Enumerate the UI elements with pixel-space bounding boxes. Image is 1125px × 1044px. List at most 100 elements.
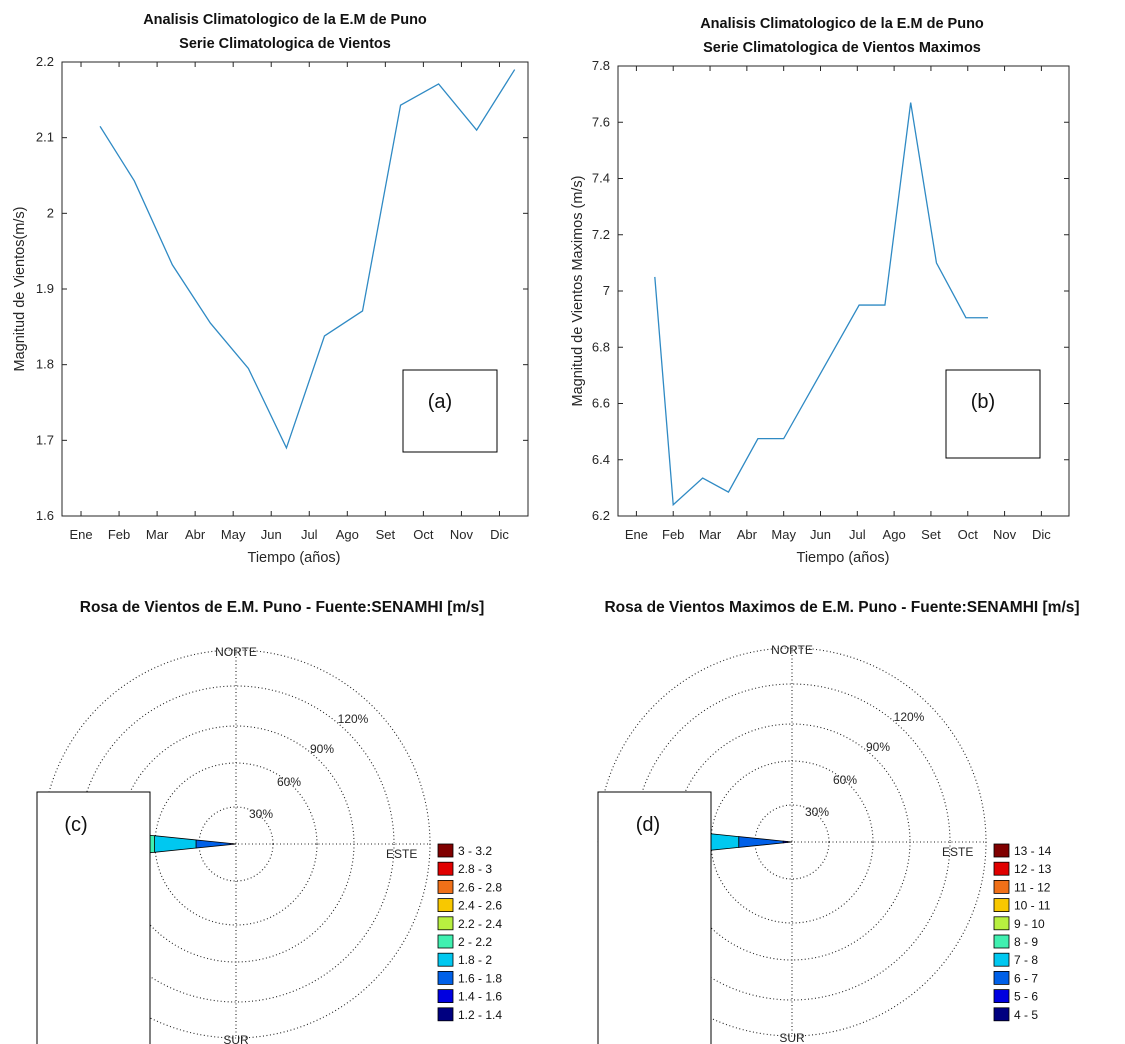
legend-swatch bbox=[993, 880, 1010, 894]
rose-ring-label: 60% bbox=[833, 773, 857, 787]
panel-label-b: (b) bbox=[971, 391, 995, 413]
legend-label: 1.4 - 1.6 bbox=[458, 990, 502, 1004]
legend-swatch bbox=[993, 934, 1010, 949]
rose-dir-south: SUR bbox=[779, 1031, 805, 1044]
legend-swatch bbox=[993, 861, 1010, 876]
y-tick-label: 6.2 bbox=[592, 508, 610, 523]
legend-label: 4 - 5 bbox=[1014, 1008, 1038, 1022]
x-tick-label: Mar bbox=[699, 527, 722, 542]
x-tick-label: Jun bbox=[810, 527, 831, 542]
rose-ring-label: 90% bbox=[310, 742, 334, 756]
rose-ring-label: 30% bbox=[805, 805, 829, 819]
legend-label: 9 - 10 bbox=[1014, 917, 1045, 931]
legend-swatch bbox=[437, 952, 454, 967]
legend-swatch bbox=[437, 1007, 454, 1022]
chart-a-subtitle: Serie Climatologica de Vientos bbox=[179, 36, 391, 52]
legend-label: 2.4 - 2.6 bbox=[458, 899, 502, 913]
rose-petal-segment bbox=[195, 839, 231, 849]
rose-ring-label: 60% bbox=[277, 775, 301, 789]
x-tick-label: May bbox=[221, 527, 246, 542]
legend-swatch bbox=[437, 989, 454, 1003]
legend-swatch bbox=[993, 843, 1010, 858]
panel-label-d: (d) bbox=[636, 814, 660, 836]
legend-label: 1.6 - 1.8 bbox=[458, 971, 502, 985]
legend-swatch bbox=[993, 1007, 1010, 1022]
windrose-c-title: Rosa de Vientos de E.M. Puno - Fuente:SE… bbox=[80, 599, 484, 616]
rose-dir-east: ESTE bbox=[386, 847, 417, 861]
chart-b-subtitle: Serie Climatologica de Vientos Maximos bbox=[703, 40, 981, 56]
x-tick-label: Feb bbox=[108, 527, 130, 542]
legend-swatch bbox=[437, 916, 454, 931]
legend-label: 8 - 9 bbox=[1014, 935, 1038, 949]
y-tick-label: 1.6 bbox=[36, 508, 54, 523]
legend-label: 2 - 2.2 bbox=[458, 935, 492, 949]
chart-b-series-line bbox=[654, 102, 989, 507]
x-tick-label: Abr bbox=[185, 527, 206, 542]
rose-ring bbox=[710, 760, 874, 924]
rose-petal-segment bbox=[782, 840, 788, 844]
rose-ring bbox=[77, 685, 395, 1003]
y-tick-label: 7 bbox=[603, 283, 610, 298]
x-tick-label: Jul bbox=[301, 527, 318, 542]
x-tick-label: Jul bbox=[849, 527, 866, 542]
panel-label-box-a bbox=[402, 369, 498, 453]
legend-swatch bbox=[437, 843, 454, 858]
panel-label-box-d bbox=[597, 791, 712, 1044]
rose-dir-south: SUR bbox=[223, 1033, 249, 1044]
y-tick-label: 2.1 bbox=[36, 130, 54, 145]
chart-b-ylabel: Magnitud de Vientos Maximos (m/s) bbox=[570, 175, 586, 406]
legend-label: 7 - 8 bbox=[1014, 953, 1038, 967]
chart-a: Analisis Climatologico de la E.M de Puno… bbox=[12, 12, 529, 566]
legend-swatch bbox=[993, 952, 1010, 967]
legend-label: 1.2 - 1.4 bbox=[458, 1008, 502, 1022]
legend-swatch bbox=[993, 898, 1010, 912]
y-tick-label: 7.6 bbox=[592, 114, 610, 129]
chart-a-title: Analisis Climatologico de la E.M de Puno bbox=[143, 12, 427, 28]
x-tick-label: Dic bbox=[1032, 527, 1051, 542]
legend-swatch bbox=[993, 989, 1010, 1003]
rose-petal-segment bbox=[738, 836, 784, 848]
rose-ring-label: 90% bbox=[866, 740, 890, 754]
rose-ring-label: 120% bbox=[894, 710, 925, 724]
legend-label: 2.2 - 2.4 bbox=[458, 917, 502, 931]
x-tick-label: Ene bbox=[625, 527, 648, 542]
rose-ring-label: 120% bbox=[338, 712, 369, 726]
legend-swatch bbox=[437, 880, 454, 894]
x-tick-label: Set bbox=[921, 527, 941, 542]
y-tick-label: 1.9 bbox=[36, 281, 54, 296]
rose-petal-segment bbox=[232, 843, 237, 845]
legend-swatch bbox=[993, 971, 1010, 985]
legend-label: 12 - 13 bbox=[1014, 862, 1052, 876]
y-tick-label: 6.4 bbox=[592, 452, 610, 467]
y-tick-label: 2.2 bbox=[36, 54, 54, 69]
x-tick-label: Jun bbox=[261, 527, 282, 542]
chart-b-title: Analisis Climatologico de la E.M de Puno bbox=[700, 16, 984, 32]
windrose-d-title: Rosa de Vientos Maximos de E.M. Puno - F… bbox=[604, 599, 1079, 616]
x-tick-label: Feb bbox=[662, 527, 684, 542]
panel-label-c: (c) bbox=[64, 814, 87, 836]
x-tick-label: Abr bbox=[737, 527, 758, 542]
rose-dir-north: NORTE bbox=[215, 645, 257, 659]
rose-ring bbox=[633, 683, 951, 1001]
x-tick-label: Oct bbox=[958, 527, 979, 542]
rose-dir-north: NORTE bbox=[771, 643, 813, 657]
legend-label: 2.8 - 3 bbox=[458, 862, 492, 876]
x-tick-label: Ago bbox=[883, 527, 906, 542]
legend-label: 5 - 6 bbox=[1014, 990, 1038, 1004]
y-tick-label: 6.6 bbox=[592, 396, 610, 411]
y-tick-label: 7.2 bbox=[592, 227, 610, 242]
legend-label: 11 - 12 bbox=[1014, 880, 1051, 894]
x-tick-label: Nov bbox=[450, 527, 474, 542]
chart-a-series-line bbox=[99, 69, 516, 450]
x-tick-label: Mar bbox=[146, 527, 169, 542]
rose-dir-east: ESTE bbox=[942, 845, 973, 859]
legend-label: 13 - 14 bbox=[1014, 844, 1052, 858]
rose-ring bbox=[154, 762, 318, 926]
y-tick-label: 7.8 bbox=[592, 58, 610, 73]
x-tick-label: Ago bbox=[336, 527, 359, 542]
rose-petal-segment bbox=[229, 842, 234, 846]
legend-swatch bbox=[437, 898, 454, 912]
chart-a-xlabel: Tiempo (años) bbox=[248, 550, 341, 566]
legend-label: 1.8 - 2 bbox=[458, 953, 492, 967]
y-tick-label: 6.8 bbox=[592, 339, 610, 354]
